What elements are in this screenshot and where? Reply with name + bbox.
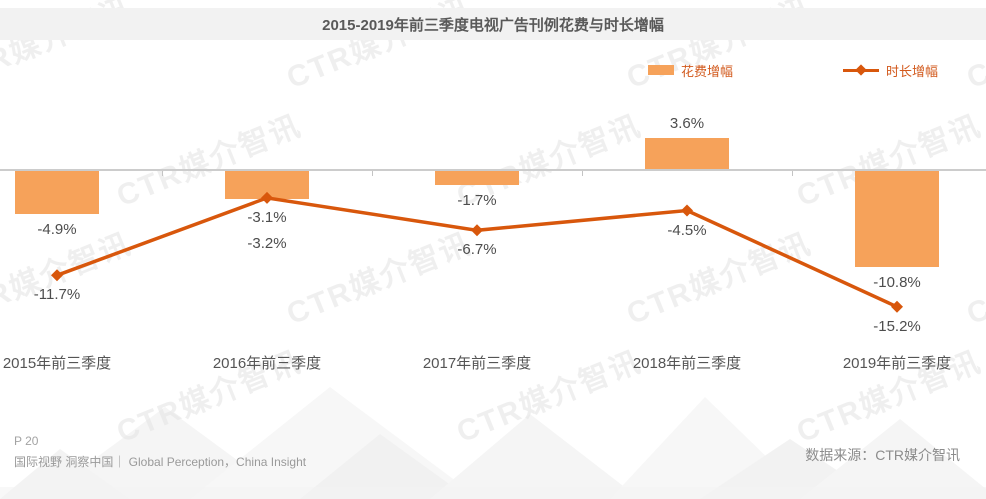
bar-value-label: -10.8%	[873, 274, 921, 292]
bar-swatch-icon	[648, 65, 674, 75]
x-axis-label: 2019年前三季度	[842, 355, 952, 372]
bar-value-label: -4.9%	[37, 221, 77, 239]
legend-item-duration-growth: 时长增幅	[843, 62, 939, 79]
legend-item-spending-growth: 花费增幅	[648, 62, 734, 79]
line-swatch-icon	[843, 63, 879, 76]
bar-value-label: 3.6%	[669, 114, 705, 132]
bar-value-label: -1.7%	[457, 192, 497, 210]
x-axis-line	[0, 169, 986, 171]
legend-label: 花费增幅	[681, 63, 734, 79]
x-axis-label: 2016年前三季度	[212, 355, 322, 372]
x-axis-label: 2018年前三季度	[632, 355, 742, 372]
bar-2018年前三季度	[645, 137, 729, 170]
chart-title: 2015-2019年前三季度电视广告刊例花费与时长增幅	[322, 16, 664, 34]
x-axis-tick	[162, 171, 163, 176]
x-axis-label: 2017年前三季度	[422, 355, 532, 372]
line-value-label: -4.5%	[667, 221, 707, 239]
x-axis-tick	[792, 171, 793, 176]
line-value-label: -6.7%	[457, 241, 497, 259]
x-axis-tick	[582, 171, 583, 176]
line-value-label: -15.2%	[873, 317, 921, 335]
footer-slogan: 国际视野 洞察中国｜ Global Perception，China Insig…	[14, 455, 307, 469]
bar-value-label: -3.2%	[247, 234, 287, 252]
data-source: 数据来源：CTR媒介智讯	[805, 447, 960, 463]
line-value-label: -11.7%	[33, 286, 81, 304]
page-number: P 20	[14, 434, 39, 448]
bar-2017年前三季度	[435, 170, 519, 186]
chart-title-bar: 2015-2019年前三季度电视广告刊例花费与时长增幅	[0, 8, 986, 40]
x-axis-label: 2015年前三季度	[2, 355, 112, 372]
diamond-marker-icon	[855, 63, 867, 76]
footer: P 20 国际视野 洞察中国｜ Global Perception，China …	[0, 429, 986, 499]
lowpoly-mountains-decoration	[0, 387, 986, 499]
line-value-label: -3.1%	[247, 208, 287, 226]
x-axis-tick	[372, 171, 373, 176]
legend-label: 时长增幅	[886, 63, 939, 79]
